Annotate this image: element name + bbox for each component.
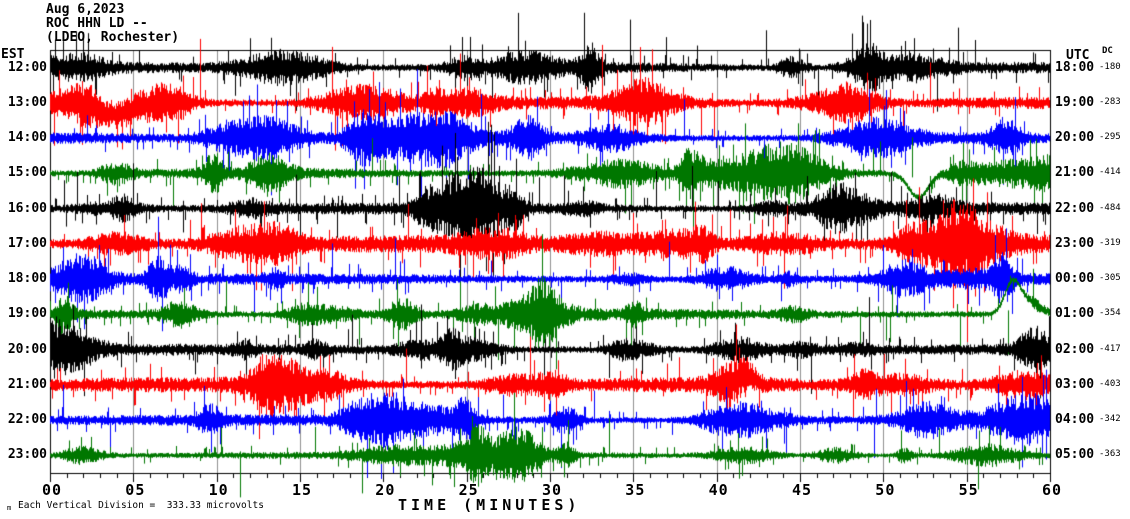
est-time-label: 13:00	[7, 94, 47, 110]
x-axis-tick-label: 55	[958, 481, 979, 499]
utc-time-label: 20:00	[1055, 130, 1095, 146]
utc-time-label: 00:00	[1055, 271, 1095, 287]
est-time-label: 17:00	[7, 235, 47, 251]
dc-offset-value: -295	[1099, 132, 1121, 143]
est-time-label: 19:00	[7, 306, 47, 322]
est-time-label: 15:00	[7, 165, 47, 181]
header-station-location: (LDEO, Rochester)	[46, 30, 180, 45]
dc-offset-value: -180	[1099, 61, 1121, 72]
dc-offset-value: -363	[1099, 449, 1121, 460]
utc-time-label: 03:00	[1055, 376, 1095, 392]
est-time-label: 18:00	[7, 271, 47, 287]
est-time-label: 22:00	[7, 412, 47, 428]
header-date: Aug 6,2023	[46, 2, 125, 17]
x-axis-tick-label: 25	[458, 481, 479, 499]
est-time-label: 16:00	[7, 200, 47, 216]
est-time-label: 21:00	[7, 376, 47, 392]
dc-offset-value: -354	[1099, 308, 1121, 319]
utc-time-label: 01:00	[1055, 306, 1095, 322]
est-time-label: 20:00	[7, 341, 47, 357]
utc-time-label: 22:00	[1055, 200, 1095, 216]
x-axis-tick-label: 05	[125, 481, 146, 499]
utc-time-label: 02:00	[1055, 341, 1095, 357]
utc-time-label: 19:00	[1055, 94, 1095, 110]
x-axis-tick-label: 35	[625, 481, 646, 499]
x-axis-tick-label: 00	[41, 481, 63, 499]
right-timezone-label: UTC	[1066, 48, 1090, 63]
utc-time-label: 04:00	[1055, 412, 1095, 428]
x-axis-title: TIME (MINUTES)	[398, 496, 581, 514]
utc-time-label: 18:00	[1055, 59, 1095, 75]
x-axis-tick-label: 50	[875, 481, 896, 499]
left-timezone-label: EST	[1, 47, 25, 62]
utc-time-label: 05:00	[1055, 447, 1095, 463]
utc-time-label: 23:00	[1055, 235, 1095, 251]
dc-offset-column-label: DC	[1102, 46, 1113, 56]
dc-offset-value: -484	[1099, 202, 1121, 213]
est-time-label: 12:00	[7, 59, 47, 75]
dc-offset-value: -403	[1099, 378, 1121, 389]
header-station-code: ROC HHN LD --	[46, 16, 148, 31]
dc-offset-value: -305	[1099, 273, 1121, 284]
x-axis-tick-label: 30	[541, 481, 563, 499]
dc-offset-value: -319	[1099, 237, 1121, 248]
x-axis-tick-label: 10	[208, 481, 229, 499]
dc-offset-value: -417	[1099, 343, 1121, 354]
dc-offset-value: -414	[1099, 167, 1121, 178]
x-axis-tick-label: 45	[791, 481, 813, 499]
dc-offset-value: -283	[1099, 96, 1121, 107]
vertical-division-scale-note: Each Vertical Division = 333.33 microvol…	[18, 500, 264, 511]
x-axis-tick-label: 40	[708, 481, 729, 499]
est-time-label: 14:00	[7, 130, 47, 146]
x-axis-tick-label: 15	[291, 481, 313, 499]
footer-glyph: m	[7, 504, 12, 512]
est-time-label: 23:00	[7, 447, 47, 463]
x-axis-tick-label: 60	[1041, 481, 1063, 499]
x-axis-tick-label: 20	[375, 481, 396, 499]
utc-time-label: 21:00	[1055, 165, 1095, 181]
dc-offset-value: -342	[1099, 414, 1121, 425]
